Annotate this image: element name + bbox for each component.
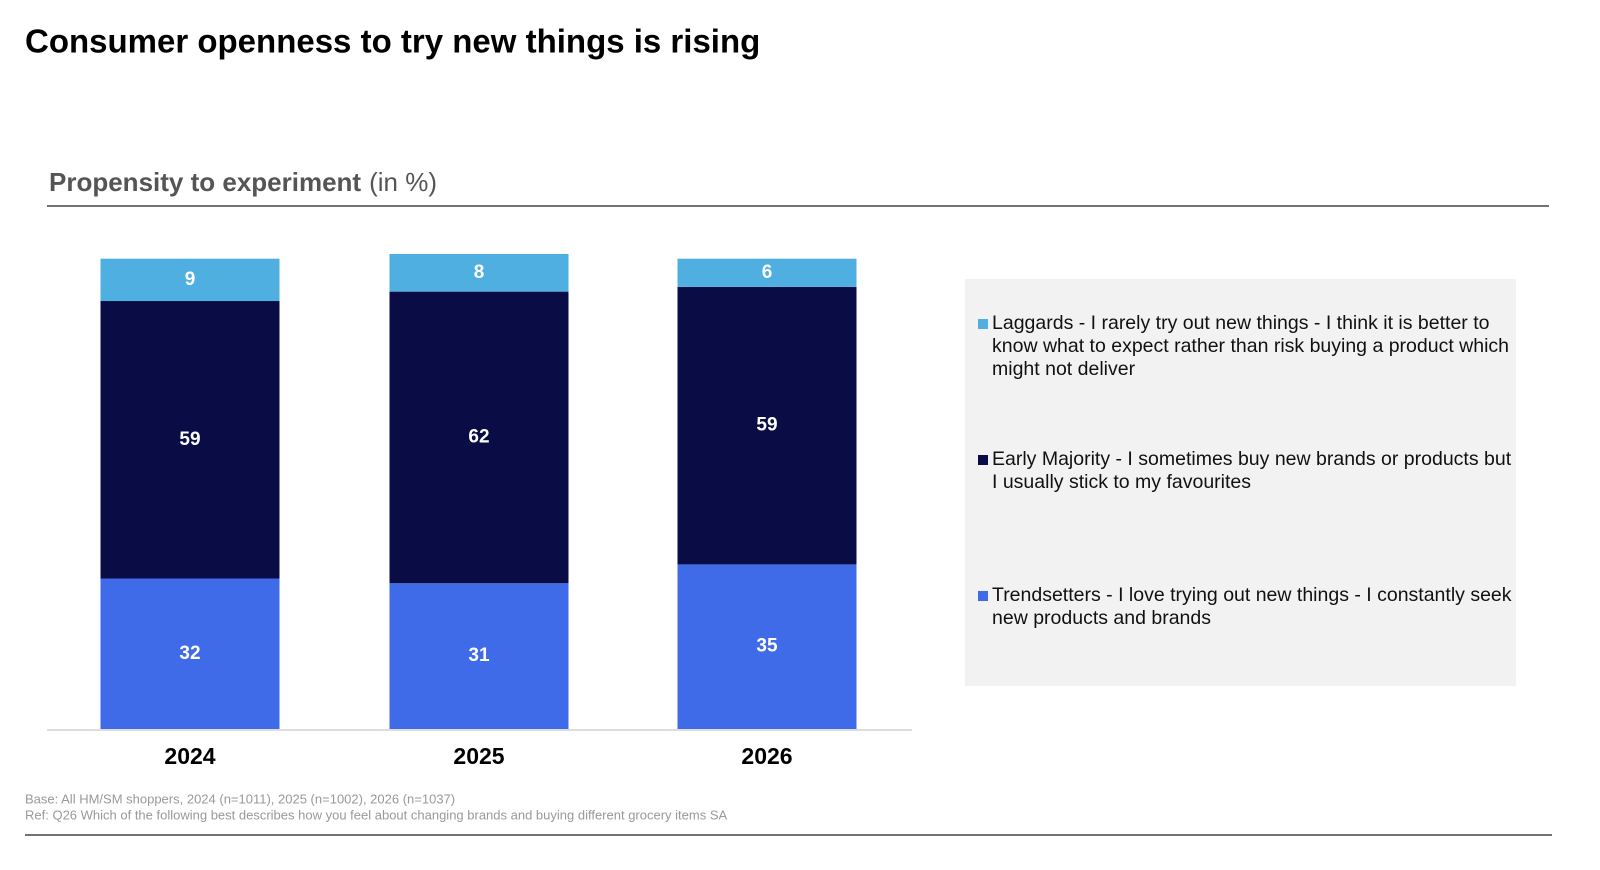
legend-entry: Trendsetters - I love trying out new thi… bbox=[978, 584, 1512, 630]
data-label: 35 bbox=[756, 636, 778, 657]
footnote: Base: All HM/SM shoppers, 2024 (n=1011),… bbox=[25, 791, 455, 806]
legend-entry: Laggards - I rarely try out new things -… bbox=[978, 312, 1512, 381]
data-label: 8 bbox=[474, 262, 485, 283]
data-label: 31 bbox=[468, 645, 490, 666]
x-tick-label: 2024 bbox=[164, 743, 215, 769]
data-label: 62 bbox=[468, 426, 489, 447]
bar-segment bbox=[677, 564, 857, 729]
bar-segment bbox=[100, 258, 280, 302]
legend-label: Trendsetters - I love trying out new thi… bbox=[992, 584, 1512, 629]
bar-segment bbox=[100, 578, 280, 729]
subtitle-text: Propensity to experiment bbox=[49, 167, 361, 197]
data-label: 59 bbox=[756, 415, 777, 436]
data-label: 9 bbox=[185, 269, 196, 290]
chart-subtitle: Propensity to experiment (in %) bbox=[49, 167, 437, 197]
bar-segment bbox=[677, 286, 857, 565]
x-tick-label: 2026 bbox=[741, 743, 792, 769]
data-label: 6 bbox=[762, 262, 773, 283]
data-label: 32 bbox=[179, 643, 200, 664]
legend-label: Laggards - I rarely try out new things -… bbox=[992, 312, 1510, 380]
bar-segment bbox=[389, 583, 569, 729]
footnote: Ref: Q26 Which of the following best des… bbox=[25, 807, 727, 822]
x-tick-label: 2025 bbox=[453, 743, 504, 769]
legend-swatch bbox=[978, 591, 988, 601]
bar-segment bbox=[389, 291, 569, 584]
bar-segment bbox=[100, 301, 280, 579]
bar-segment bbox=[677, 258, 857, 287]
legend-entry: Early Majority - I sometimes buy new bra… bbox=[978, 448, 1512, 494]
legend-box bbox=[965, 279, 1516, 686]
subtitle-unit: (in %) bbox=[369, 167, 437, 197]
data-label: 59 bbox=[179, 429, 200, 450]
chart-title: Consumer openness to try new things is r… bbox=[25, 23, 760, 60]
bar-segment bbox=[389, 254, 569, 292]
legend-swatch bbox=[978, 455, 988, 465]
legend-swatch bbox=[978, 319, 988, 329]
legend-label: Early Majority - I sometimes buy new bra… bbox=[992, 448, 1512, 493]
